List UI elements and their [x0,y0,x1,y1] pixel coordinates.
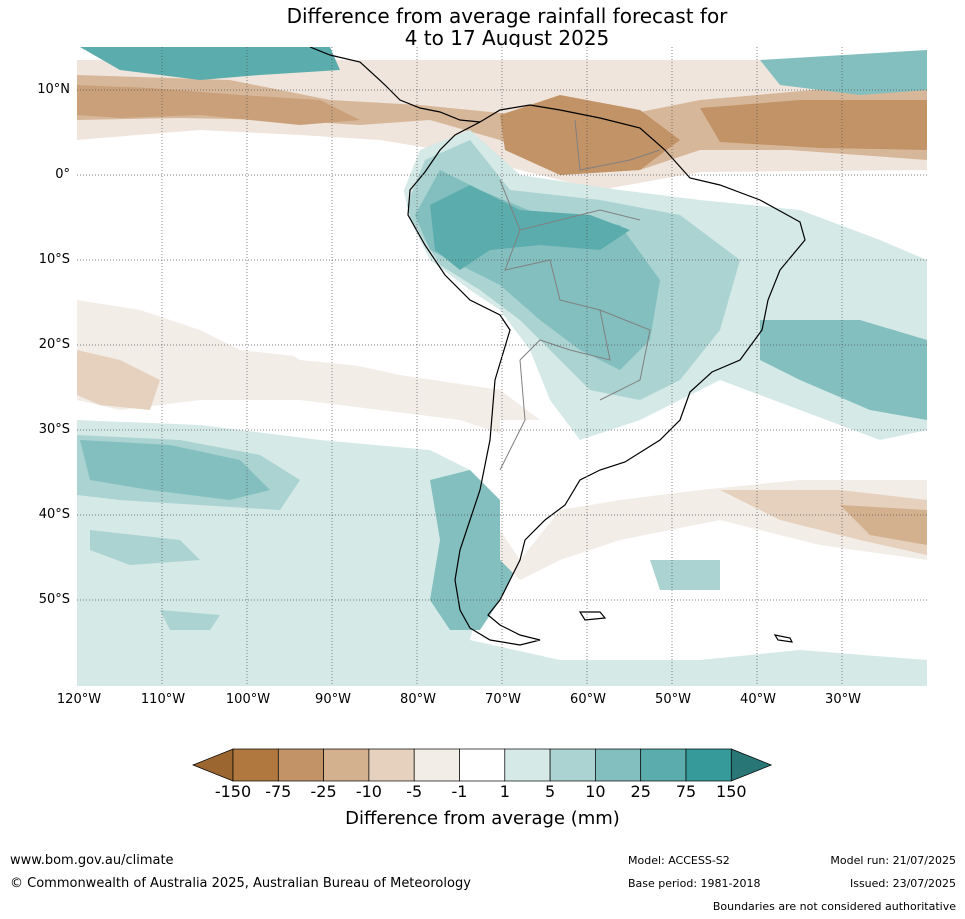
footer-base-period: Base period: 1981-2018 [628,877,761,890]
anomaly-neutral-argentina [500,420,600,560]
map-title-line-2: 4 to 17 August 2025 [404,26,610,50]
colorbar-label: Difference from average (mm) [345,808,620,829]
footer-boundaries-note: Boundaries are not considered authoritat… [712,900,956,913]
anomaly-wet-pacific-south-2 [160,610,220,630]
colorbar-cell [413,748,460,782]
colorbar-cell [640,748,687,782]
colorbar-tick-label: 150 [716,782,747,801]
colorbar-cell [323,748,370,782]
central-america-coastline [309,47,481,123]
anomaly-wet-south-inner [80,440,270,500]
colorbar-tick-label: -75 [265,782,292,801]
colorbar-tick-label: 1 [499,782,510,801]
colorbar-cell [277,748,324,782]
south-georgia [773,634,794,643]
anomaly-dry-pacific-patch [77,350,160,410]
lat-label-40s: 40°S [38,507,70,522]
footer-issued: Issued: 23/07/2025 [849,877,956,890]
gridlines [77,47,927,686]
footer-url[interactable]: www.bom.gov.au/climate [10,853,174,868]
colorbar-tick-label: -5 [406,782,423,801]
colorbar-cell [504,748,551,782]
anomaly-neutral-pacific-centre [77,175,500,380]
colorbar-tick-label: -1 [451,782,468,801]
anomaly-dry-pacific-core [77,85,360,125]
lon-label-120w: 120°W [56,692,102,707]
colorbar-cell [368,748,415,782]
colorbar-tick-label: -25 [310,782,337,801]
lon-label-70w: 70°W [485,692,521,707]
anomaly-dry-atlantic-core [700,100,927,150]
anomaly-wet-atlantic-north [760,50,927,95]
lat-label-0: 0° [55,167,70,182]
colorbar-extend-low [192,748,234,782]
colorbar-cell [459,748,506,782]
anomaly-wet-pacific-north [80,47,340,80]
colorbar-cell [232,748,279,782]
lon-label-40w: 40°W [740,692,776,707]
colorbar-tick-label: 5 [545,782,556,801]
anomaly-dry-south-atlantic-core [720,490,927,555]
colorbar-cell [549,748,596,782]
lon-label-30w: 30°W [825,692,861,707]
lon-label-60w: 60°W [570,692,606,707]
footer-model: Model: ACCESS-S2 [628,854,730,867]
lat-label-30s: 30°S [38,422,70,437]
footer-copyright: © Commonwealth of Australia 2025, Austra… [10,876,471,891]
footer-model-run: Model run: 21/07/2025 [830,854,956,867]
anomaly-wet-pacific-south [90,530,200,565]
anomaly-dry-guianas [500,95,680,175]
colorbar-tick-label: 75 [675,782,697,801]
lat-label-50s: 50°S [38,592,70,607]
colorbar [192,748,773,782]
country-boundaries [499,119,661,471]
anomaly-wet-atlantic-east [760,320,927,420]
lon-label-100w: 100°W [225,692,271,707]
lat-label-20s: 20°S [38,337,70,352]
colorbar-extend-high [730,748,773,782]
lat-label-10n: 10°N [37,82,70,97]
south-america-coastline [407,104,806,646]
map-title-line-1: Difference from average rainfall forecas… [286,4,728,28]
anomaly-wet-south-atlantic [650,560,720,590]
colorbar-tick-label: -150 [214,782,252,801]
lon-label-80w: 80°W [400,692,436,707]
anomaly-wet-patagonia [430,470,520,630]
colorbar-tick-label: 25 [630,782,651,801]
lat-label-10s: 10°S [38,252,70,267]
lon-label-50w: 50°W [655,692,691,707]
colorbar-tick-label: -10 [355,782,382,801]
rainfall-anomaly-map [77,47,927,686]
colorbar-cell [685,748,732,782]
colorbar-cell [595,748,642,782]
lon-label-90w: 90°W [315,692,351,707]
lon-label-110w: 110°W [140,692,186,707]
anomaly-dry-pacific-central [77,300,540,440]
colorbar-tick-label: 10 [585,782,606,801]
falkland-islands [578,611,607,621]
